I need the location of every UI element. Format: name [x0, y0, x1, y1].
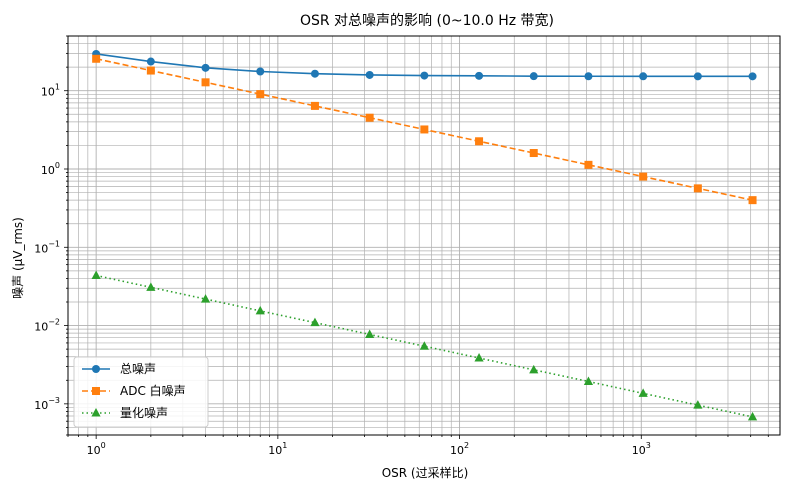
data-point: [146, 282, 156, 291]
axis-ticks: 100 101 102 103 10−3 10−2 10−1 100 101: [34, 35, 769, 457]
y-tick-label: 10−3: [34, 396, 60, 412]
data-point: [201, 78, 210, 87]
data-point: [529, 149, 538, 158]
data-point: [256, 67, 265, 76]
series-2: [92, 54, 757, 205]
plot-series: [91, 49, 758, 421]
y-tick-label: 100: [41, 161, 60, 177]
legend-label: 量化噪声: [120, 406, 168, 420]
x-tick-label: 102: [450, 441, 469, 457]
data-point: [638, 388, 648, 397]
data-point: [310, 317, 320, 327]
data-point: [146, 57, 155, 66]
grid: [67, 35, 780, 436]
y-axis-label: 噪声 (µV_rms): [11, 217, 25, 299]
legend-label: ADC 白噪声: [120, 383, 186, 398]
legend-entry: 总噪声: [82, 362, 156, 376]
data-point: [310, 69, 319, 78]
data-point: [365, 70, 374, 79]
data-point: [748, 196, 757, 205]
data-point: [584, 160, 593, 169]
legend-label: 总噪声: [120, 362, 156, 376]
data-point: [92, 365, 100, 373]
x-tick-label: 100: [87, 441, 106, 457]
data-point: [92, 387, 100, 395]
data-point: [529, 364, 539, 374]
legend-entry: ADC 白噪声: [82, 383, 186, 398]
data-point: [146, 66, 155, 75]
data-point: [91, 270, 101, 280]
data-point: [693, 400, 703, 409]
data-point: [256, 90, 265, 99]
data-point: [200, 294, 211, 303]
y-tick-label: 10−1: [34, 239, 60, 255]
data-point: [747, 411, 758, 421]
data-point: [639, 172, 648, 181]
data-point: [420, 125, 429, 134]
plot-frame: [67, 35, 781, 436]
x-tick-label: 103: [632, 441, 651, 457]
chart-title: OSR 对总噪声的影响 (0~10.0 Hz 带宽): [300, 12, 554, 29]
data-point: [420, 71, 429, 80]
legend-box: [73, 356, 209, 428]
series-1: [92, 49, 757, 81]
data-point: [748, 72, 757, 81]
data-point: [639, 72, 648, 81]
data-point: [92, 54, 101, 63]
y-tick-label: 101: [41, 83, 60, 99]
data-point: [255, 305, 265, 315]
data-point: [91, 408, 101, 417]
data-point: [474, 353, 484, 362]
x-axis-label: OSR (过采样比): [382, 465, 469, 480]
data-point: [583, 376, 594, 385]
data-point: [419, 341, 429, 350]
data-point: [693, 72, 702, 81]
legend-entry: 量化噪声: [82, 406, 168, 420]
series-3: [91, 270, 758, 421]
data-point: [529, 72, 538, 81]
data-point: [693, 184, 702, 193]
data-point: [365, 329, 375, 338]
x-tick-label: 101: [268, 441, 287, 457]
data-point: [201, 63, 210, 72]
y-tick-label: 10−2: [34, 318, 60, 334]
data-point: [310, 101, 319, 110]
data-point: [475, 137, 484, 146]
data-point: [365, 113, 374, 122]
data-point: [475, 71, 484, 80]
data-point: [584, 72, 593, 81]
